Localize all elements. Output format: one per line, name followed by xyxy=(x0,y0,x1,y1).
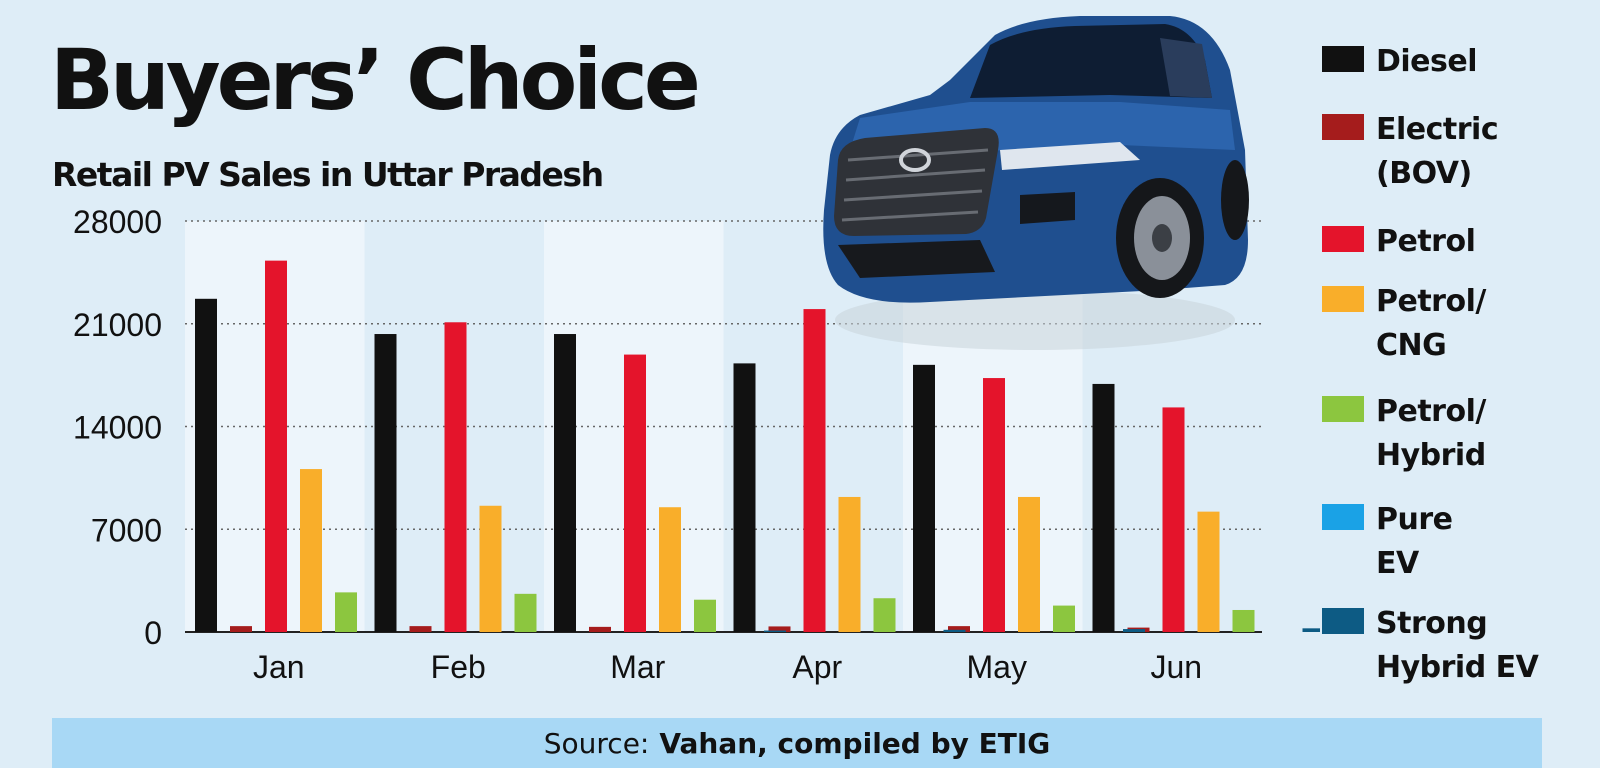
bar-diesel-feb xyxy=(374,334,397,632)
legend-label: Electric (BOV) xyxy=(1376,108,1596,196)
y-tick-label: 7000 xyxy=(91,512,162,548)
bar-diesel-mar xyxy=(554,334,576,632)
legend-swatch xyxy=(1322,504,1364,530)
bar-diesel-jun xyxy=(1092,383,1115,632)
bar-electric-bov--apr xyxy=(768,626,791,632)
source-prefix: Source: xyxy=(543,726,650,760)
legend-item: Petrol/CNG xyxy=(1322,280,1596,368)
x-tick-label: May xyxy=(967,649,1027,685)
legend-item: Strong Hybrid EV xyxy=(1322,602,1596,690)
bar-petrol-hybrid-may xyxy=(1053,605,1075,632)
bar-petrol-cng-jun xyxy=(1197,511,1220,632)
bar-strong-hybrid-ev-may xyxy=(1123,629,1145,632)
bar-electric-bov--may xyxy=(948,626,970,632)
x-tick-label: Apr xyxy=(792,649,842,685)
bar-electric-bov--feb xyxy=(409,626,432,632)
legend-label: Pure EV xyxy=(1376,498,1596,586)
bar-electric-bov--jan xyxy=(230,626,252,632)
legend-item: Petrol/Hybrid xyxy=(1322,390,1596,478)
legend-label-line: Hybrid xyxy=(1376,438,1486,473)
bar-diesel-apr xyxy=(733,363,756,632)
legend-swatch xyxy=(1322,46,1364,72)
gridlines xyxy=(185,220,1262,633)
legend-label-line: Petrol/ xyxy=(1376,394,1486,429)
x-tick-label: Mar xyxy=(610,649,665,685)
bar-petrol-jan xyxy=(265,260,287,632)
legend-item: Diesel xyxy=(1322,40,1596,84)
y-tick-label: 28000 xyxy=(73,204,162,240)
x-tick-label: Jan xyxy=(253,649,305,685)
legend-item: Petrol xyxy=(1322,220,1596,264)
legend-label: Diesel xyxy=(1376,40,1596,84)
legend-label-line: Pure xyxy=(1376,502,1453,537)
bar-chart: 0 7000 14000 21000 28000 Jan Feb Mar Apr May Jun xyxy=(73,204,1320,685)
legend-label-line: Strong xyxy=(1376,606,1488,641)
bar-petrol-hybrid-feb xyxy=(514,593,537,632)
legend-swatch xyxy=(1322,396,1364,422)
bar-petrol-jun xyxy=(1162,407,1185,632)
legend-label-line: EV xyxy=(1376,546,1419,581)
bar-petrol-cng-jan xyxy=(300,469,322,632)
bar-petrol-cng-mar xyxy=(659,507,681,632)
bar-petrol-hybrid-jun xyxy=(1232,609,1255,632)
bar-diesel-jan xyxy=(195,298,217,632)
legend-item: Pure EV xyxy=(1322,498,1596,586)
chart-title: Buyers’ Choice xyxy=(50,31,701,129)
bars xyxy=(195,260,1320,632)
x-axis-labels: Jan Feb Mar Apr May Jun xyxy=(253,649,1202,685)
legend-swatch xyxy=(1322,608,1364,634)
legend-label-line: Petrol/ xyxy=(1376,284,1486,319)
source-bar: Source: Vahan, compiled by ETIG xyxy=(52,718,1542,768)
legend-label-line: (BOV) xyxy=(1376,156,1472,191)
bar-electric-bov--mar xyxy=(589,626,611,632)
legend-label-line: CNG xyxy=(1376,328,1447,363)
legend-label-line: Petrol xyxy=(1376,224,1476,259)
legend-swatch xyxy=(1322,286,1364,312)
bar-strong-hybrid-ev-apr xyxy=(943,629,966,632)
legend-label-line: Diesel xyxy=(1376,44,1478,79)
suv-car-image xyxy=(823,16,1249,350)
bar-petrol-hybrid-jan xyxy=(335,592,357,632)
bar-petrol-cng-feb xyxy=(479,505,502,632)
bar-strong-hybrid-ev-mar xyxy=(764,630,786,632)
bar-strong-hybrid-ev-jun xyxy=(1302,628,1320,632)
legend-label: Petrol xyxy=(1376,220,1596,264)
x-tick-label: Jun xyxy=(1150,649,1202,685)
bar-petrol-hybrid-apr xyxy=(873,598,896,632)
y-axis-ticks: 0 7000 14000 21000 28000 xyxy=(73,204,162,651)
legend-label: Petrol/CNG xyxy=(1376,280,1596,368)
x-tick-label: Feb xyxy=(431,649,486,685)
legend-label-line: Hybrid EV xyxy=(1376,650,1539,685)
legend-label-line: Electric xyxy=(1376,112,1499,147)
legend-swatch xyxy=(1322,226,1364,252)
y-tick-label: 0 xyxy=(144,615,162,651)
bar-petrol-apr xyxy=(803,309,826,632)
bar-petrol-hybrid-mar xyxy=(694,599,716,632)
y-tick-label: 21000 xyxy=(73,307,162,343)
bar-petrol-mar xyxy=(624,354,646,632)
bar-petrol-cng-may xyxy=(1018,496,1040,632)
y-tick-label: 14000 xyxy=(73,410,162,446)
bar-petrol-feb xyxy=(444,322,467,632)
legend-label: Petrol/Hybrid xyxy=(1376,390,1596,478)
bar-petrol-may xyxy=(983,378,1005,632)
bar-diesel-may xyxy=(913,364,935,632)
legend-swatch xyxy=(1322,114,1364,140)
legend-label: Strong Hybrid EV xyxy=(1376,602,1596,690)
source-text: Vahan, compiled by ETIG xyxy=(659,726,1051,760)
chart-subtitle: Retail PV Sales in Uttar Pradesh xyxy=(52,155,604,194)
legend-item: Electric (BOV) xyxy=(1322,108,1596,196)
bar-petrol-cng-apr xyxy=(838,496,861,632)
